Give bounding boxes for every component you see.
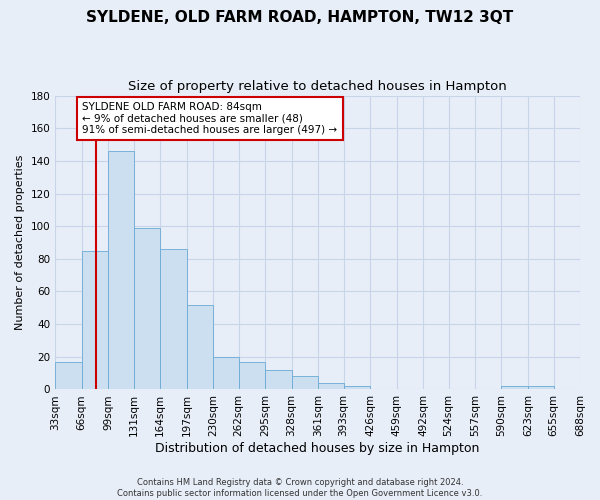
Bar: [160, 249, 187, 390]
Bar: [292, 376, 318, 390]
Bar: [344, 386, 370, 390]
Bar: [55, 362, 82, 390]
Bar: [82, 250, 108, 390]
Bar: [239, 362, 265, 390]
Bar: [134, 228, 160, 390]
Bar: [502, 386, 528, 390]
Bar: [528, 386, 554, 390]
Bar: [108, 151, 134, 390]
X-axis label: Distribution of detached houses by size in Hampton: Distribution of detached houses by size …: [155, 442, 480, 455]
Text: Contains HM Land Registry data © Crown copyright and database right 2024.
Contai: Contains HM Land Registry data © Crown c…: [118, 478, 482, 498]
Text: SYLDENE OLD FARM ROAD: 84sqm
← 9% of detached houses are smaller (48)
91% of sem: SYLDENE OLD FARM ROAD: 84sqm ← 9% of det…: [82, 102, 338, 136]
Bar: [187, 304, 213, 390]
Title: Size of property relative to detached houses in Hampton: Size of property relative to detached ho…: [128, 80, 507, 93]
Y-axis label: Number of detached properties: Number of detached properties: [15, 155, 25, 330]
Text: SYLDENE, OLD FARM ROAD, HAMPTON, TW12 3QT: SYLDENE, OLD FARM ROAD, HAMPTON, TW12 3Q…: [86, 10, 514, 25]
Bar: [213, 357, 239, 390]
Bar: [265, 370, 292, 390]
Bar: [318, 383, 344, 390]
